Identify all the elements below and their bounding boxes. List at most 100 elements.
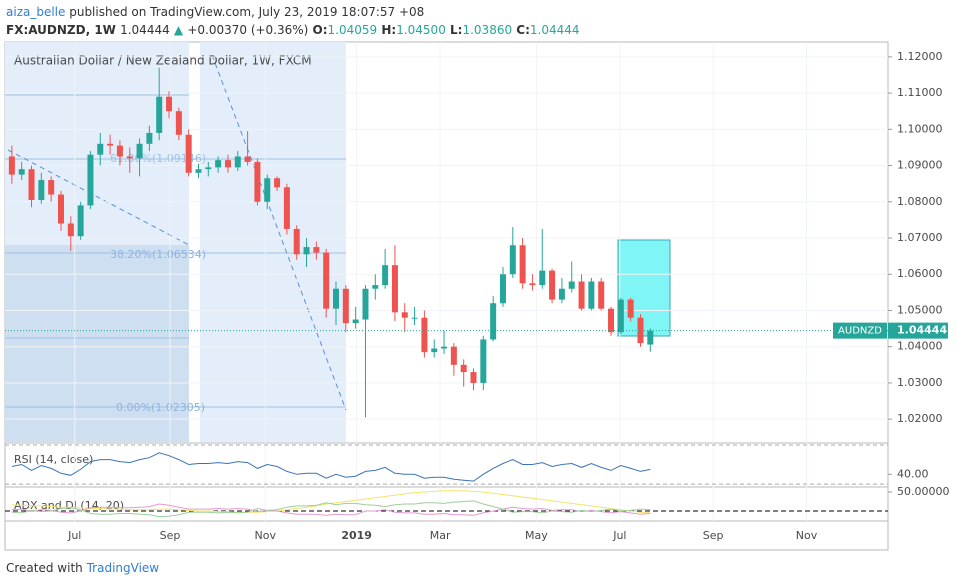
arrow: ▲ [174,23,184,37]
adx-line [11,500,651,518]
candle-body [617,299,624,333]
candle-body [401,312,408,318]
x-tick-label: Sep [703,529,724,542]
candle-body [598,281,605,309]
candle-body [627,299,634,318]
candle-body [382,265,389,286]
candle-body [509,245,516,275]
header-line-2: FX:AUDNZD, 1W 1.04444 ▲ +0.00370 (+0.36%… [6,23,580,37]
candle-body [48,180,55,195]
candle-body [431,348,438,353]
candle-body [352,319,359,324]
fib-zone [200,42,346,442]
o-label: O: [313,23,328,37]
c: 1.04444 [530,23,580,37]
h-label: H: [381,23,396,37]
candle-body [274,178,281,188]
trend-line [211,54,347,411]
candle-body [333,288,340,309]
symbol-tag: AUDNZD [838,326,882,337]
candle-body [480,339,487,383]
fib-label: 61.80%(1.09146) [110,152,206,165]
y-tick-label: 1.08000 [897,195,943,208]
candle-body [313,247,320,253]
candle-body [529,283,536,286]
candle-body [450,346,457,365]
price-tag-bg [888,322,948,339]
candle-body [637,317,644,344]
candle-body [8,156,15,175]
candle-body [195,169,202,173]
y-tick-label: 1.06000 [897,267,943,280]
trend-line [7,149,190,246]
user[interactable]: aiza_belle [6,5,65,19]
candle-body [77,205,84,237]
candle-body [67,223,74,237]
x-tick-label: Jul [612,529,626,542]
candle-body [499,274,506,304]
candle-body [264,178,271,202]
candle-body [156,96,163,133]
candle-body [568,281,575,289]
candle-body [460,364,467,373]
x-tick-label: Nov [796,529,818,542]
brand[interactable]: TradingView [86,561,160,575]
y-tick-label: 1.02000 [897,412,943,425]
candle-body [166,96,173,112]
l: 1.03860 [462,23,512,37]
created: Created with [6,561,83,575]
x-tick-label: Nov [255,529,277,542]
candle-body [57,194,64,224]
candle-body [175,111,182,135]
candle-body [234,156,241,168]
candle-body [254,161,261,202]
candle-body [411,317,418,319]
y-tick-label: 1.10000 [897,122,943,135]
candle-body [107,143,114,146]
published: published on TradingView.com, July 23, 2… [69,5,424,19]
candle-body [116,145,123,157]
c-label: C: [516,23,530,37]
o: 1.04059 [328,23,378,37]
candle-body [490,303,497,340]
y-tick-label: 1.12000 [897,50,943,63]
plot [4,41,889,551]
candle-body [185,134,192,173]
y-tick-label: 1.03000 [897,376,943,389]
symbol-tag-bg [833,322,887,339]
candle-body [136,143,143,159]
y-tick-label: 1.09000 [897,159,943,172]
change: +0.00370 (+0.36%) [187,23,308,37]
candle-body [362,288,369,320]
candle-body [146,132,153,144]
rsi-label: RSI (14, close) [14,453,93,466]
candle-body [97,143,104,155]
candle-body [38,180,45,200]
candle-body [372,285,379,289]
candle-body [293,228,300,255]
candle-body [205,167,212,170]
candle-body [647,330,654,345]
box-drawing[interactable] [617,239,671,337]
y-tick-label: 1.11000 [897,86,943,99]
x-tick-label: 2019 [341,529,372,542]
adx-line [11,503,651,516]
footer: Created with TradingView [6,561,159,575]
candle-body [519,245,526,284]
candle-body [539,270,546,286]
rsi-line [11,452,651,482]
candle-body [215,160,222,168]
candle-body [391,265,398,313]
candle-body [549,270,556,300]
candle-body [588,281,595,309]
candle-body [342,288,349,324]
x-tick-label: Sep [160,529,181,542]
candle-body [224,160,231,168]
header-line-1: aiza_belle published on TradingView.com,… [6,5,424,19]
candle-body [283,187,290,229]
price-tag: 1.04444 [897,324,947,337]
candle-body [87,154,94,206]
fib-lines [5,94,346,408]
